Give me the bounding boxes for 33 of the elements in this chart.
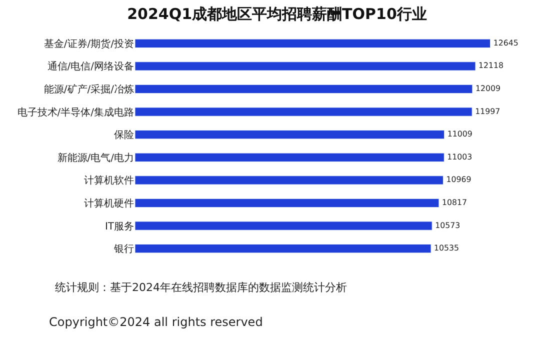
text: Copyright©2024 all rights reserved <box>49 315 263 329</box>
data-label: 11009 <box>447 130 472 139</box>
y-tick-label: 电子技术/半导体/集成电路 <box>17 106 134 118</box>
bar <box>135 176 444 185</box>
bar <box>135 130 445 140</box>
chart-title: 2024Q1成都地区平均招聘薪酬TOP10行业 <box>127 4 427 23</box>
data-label: 12645 <box>493 38 518 48</box>
bar <box>135 107 472 116</box>
y-tick-label: 计算机软件 <box>84 174 134 187</box>
data-label: 11003 <box>447 152 472 162</box>
text: 统计规则：基于2024年在线招聘数据库的数据监测统计分析 <box>55 281 347 294</box>
bar <box>135 198 440 208</box>
bar <box>135 84 473 94</box>
data-label: 10969 <box>446 175 472 184</box>
y-tick-label: 通信/电信/网络设备 <box>47 60 134 73</box>
bar <box>135 152 444 162</box>
y-tick-label: 基金/证券/期货/投资 <box>44 38 134 50</box>
y-tick-label: 保险 <box>114 129 134 142</box>
data-label: 11997 <box>475 106 500 116</box>
bar <box>135 221 432 230</box>
y-tick-label: 计算机硬件 <box>84 198 134 210</box>
bar <box>135 244 432 254</box>
bar <box>135 38 491 48</box>
y-tick-label: 新能源/电气/电力 <box>57 152 134 164</box>
bar <box>135 62 476 71</box>
data-label: 10535 <box>434 244 460 253</box>
data-label: 10573 <box>435 220 460 230</box>
data-label: 12009 <box>475 84 500 93</box>
data-label: 10817 <box>442 198 467 207</box>
data-label: 12118 <box>478 61 504 70</box>
y-tick-label: 银行 <box>113 244 134 256</box>
y-tick-label: IT服务 <box>104 220 134 232</box>
y-tick-label: 能源/矿产/采掘/冶炼 <box>44 84 134 96</box>
